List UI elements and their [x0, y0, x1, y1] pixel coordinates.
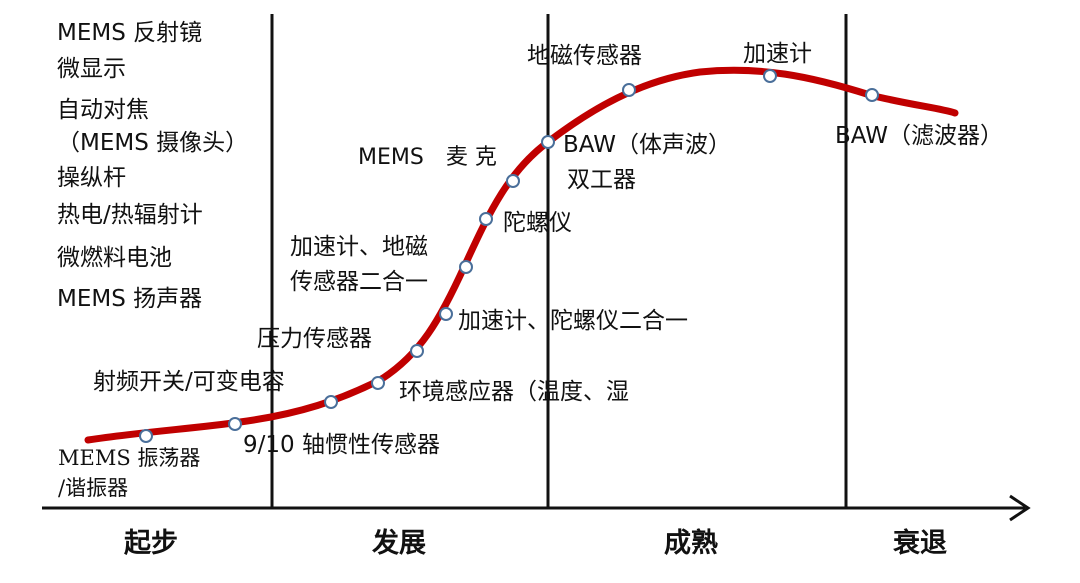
marker-baw-filter — [865, 88, 879, 102]
label-baw-duplexer-1: BAW（体声波） — [563, 132, 731, 158]
left-item-1: MEMS 反射镜 — [57, 20, 203, 46]
label-accel-mag-1: 加速计、地磁 — [290, 234, 428, 260]
left-item-2: 微显示 — [57, 56, 126, 82]
marker-baw-duplexer — [541, 135, 555, 149]
label-microphone: MEMS 麦 克 — [358, 145, 497, 170]
label-inertial: 9/10 轴惯性传感器 — [243, 432, 440, 458]
label-accel-gyro: 加速计、陀螺仪二合一 — [458, 308, 688, 334]
marker-accel-mag — [459, 260, 473, 274]
label-oscillator-1: MEMS 振荡器 — [58, 446, 201, 470]
label-baw-filter: BAW（滤波器） — [835, 123, 1003, 149]
marker-rf-switch — [371, 376, 385, 390]
marker-accel-gyro — [439, 307, 453, 321]
marker-gyro — [479, 212, 493, 226]
left-item-3: 自动对焦 — [57, 97, 149, 123]
marker-oscillator — [139, 429, 153, 443]
marker-env-sensor — [324, 395, 338, 409]
label-baw-duplexer-2: 双工器 — [567, 167, 636, 193]
x-axis-arrowhead — [1009, 494, 1031, 522]
label-oscillator-2: /谐振器 — [58, 476, 129, 500]
stage-label-growth: 发展 — [372, 528, 426, 559]
left-item-4: （MEMS 摄像头） — [57, 130, 249, 156]
label-accelerometer: 加速计 — [743, 41, 812, 67]
left-item-5: 操纵杆 — [57, 165, 126, 191]
label-gyro: 陀螺仪 — [503, 210, 572, 236]
maturity-curve — [84, 66, 959, 444]
stage-label-decline: 衰退 — [893, 528, 947, 559]
left-item-8: MEMS 扬声器 — [57, 286, 203, 312]
stage-label-mature: 成熟 — [664, 528, 718, 559]
curve-markers — [139, 69, 879, 443]
marker-magnetometer — [622, 83, 636, 97]
stage-label-start: 起步 — [124, 528, 178, 559]
label-accel-mag-2: 传感器二合一 — [290, 269, 428, 295]
label-rf-switch: 射频开关/可变电容 — [93, 369, 285, 395]
marker-inertial — [228, 417, 242, 431]
label-env-sensor: 环境感应器（温度、湿 — [399, 379, 629, 405]
left-item-6: 热电/热辐射计 — [57, 202, 203, 228]
marker-microphone — [506, 174, 520, 188]
marker-accelerometer — [763, 69, 777, 83]
label-pressure: 压力传感器 — [257, 326, 372, 352]
marker-pressure — [410, 344, 424, 358]
label-magnetometer: 地磁传感器 — [527, 43, 642, 69]
left-item-7: 微燃料电池 — [57, 245, 172, 271]
